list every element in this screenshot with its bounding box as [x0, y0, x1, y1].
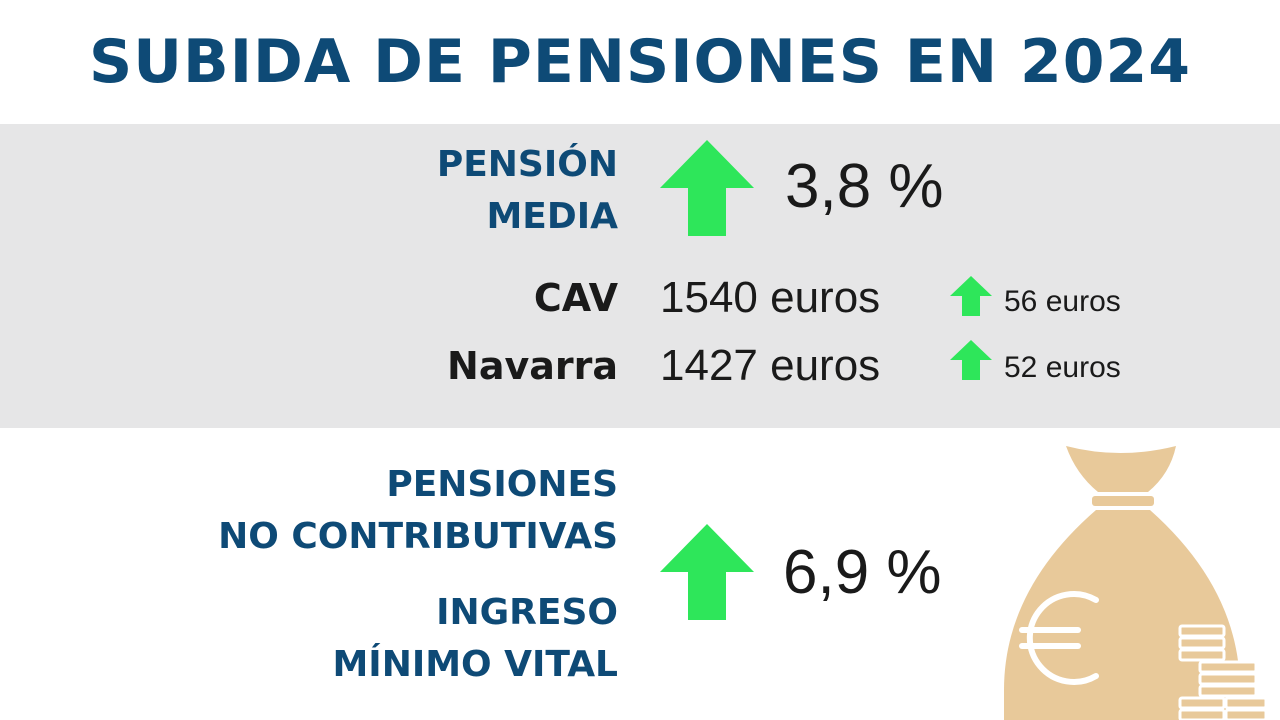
region-name-cav: CAV	[533, 276, 618, 320]
region-amount-navarra: 1427 euros	[660, 341, 881, 390]
ingreso-minimo-label-2: MÍNIMO VITAL	[332, 644, 618, 685]
no-contributivas-label-1: PENSIONES	[386, 464, 618, 505]
euro-icon	[1019, 591, 1099, 685]
pension-media-increase: 3,8 %	[785, 152, 944, 221]
pension-media-band	[0, 124, 1280, 428]
ingreso-minimo-label-1: INGRESO	[436, 592, 618, 633]
pension-media-label-2: MEDIA	[486, 196, 618, 237]
up-arrow-icon	[950, 340, 992, 380]
no-contributivas-increase: 6,9 %	[783, 538, 942, 607]
page-title: SUBIDA DE PENSIONES EN 2024	[89, 27, 1191, 97]
coins-icon	[1178, 624, 1268, 720]
up-arrow-icon	[950, 276, 992, 316]
region-increase-cav: 56 euros	[1004, 285, 1121, 318]
region-amount-cav: 1540 euros	[660, 273, 881, 322]
region-increase-navarra: 52 euros	[1004, 351, 1121, 384]
no-contributivas-label-2: NO CONTRIBUTIVAS	[218, 516, 618, 557]
region-name-navarra: Navarra	[447, 344, 618, 388]
up-arrow-icon	[660, 524, 754, 620]
up-arrow-icon	[660, 140, 754, 236]
pension-media-label-1: PENSIÓN	[436, 144, 618, 185]
money-bag-icon	[1004, 446, 1268, 720]
